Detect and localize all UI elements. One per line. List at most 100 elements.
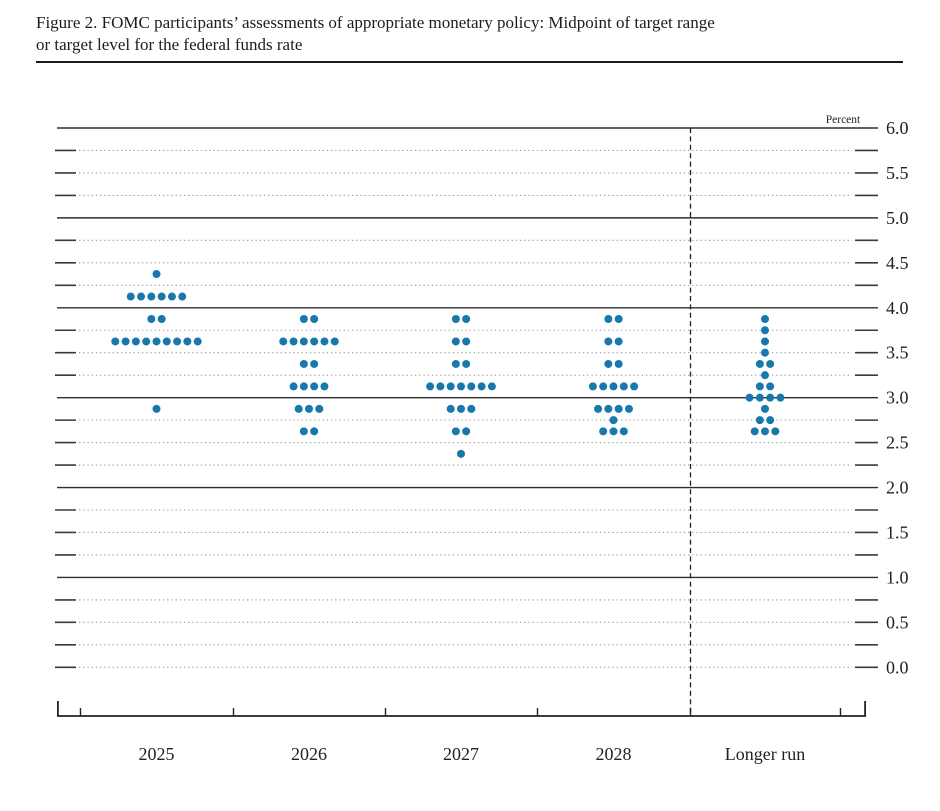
y-axis-label: 4.0 [886,298,909,318]
participant-dot [310,359,319,368]
participant-dot [487,382,496,391]
participant-dot [609,416,618,425]
y-axis-label: 0.5 [886,612,909,632]
y-axis-label: 4.5 [886,253,909,273]
participant-dot [157,315,166,324]
participant-dot [446,404,455,413]
participant-dot [457,382,465,391]
participant-dot [462,427,471,436]
participant-dot [451,315,460,324]
y-axis-label: 1.0 [886,567,909,587]
x-axis-category-label: 2026 [291,744,327,764]
participant-dot [147,315,156,324]
participant-dot [766,359,775,368]
participant-dot [755,416,764,425]
y-axis-label: 3.0 [886,388,909,408]
participant-dot [299,382,308,391]
participant-dot [457,449,465,458]
participant-dot [451,427,460,436]
participant-dot [111,337,120,346]
y-axis-label: 5.0 [886,208,909,228]
title-divider-rule [36,61,903,63]
figure-title: Figure 2. FOMC participants’ assessments… [36,12,904,56]
participant-dot [619,427,628,436]
participant-dot [467,382,476,391]
participant-dot [467,404,476,413]
participant-dot [152,337,161,346]
participant-dot [604,404,613,413]
participant-dot [761,348,769,357]
participant-dot [183,337,192,346]
participant-dot [152,404,161,413]
participant-dot [193,337,202,346]
participant-dot [755,393,764,402]
participant-dot [426,382,435,391]
x-axis-category-label: 2025 [139,744,175,764]
participant-dot [457,404,465,413]
participant-dot [761,337,769,346]
participant-dot [776,393,785,402]
participant-dot [745,393,754,402]
participant-dot [310,427,319,436]
participant-dot [147,292,156,301]
participant-dot [755,382,764,391]
y-axis-unit-label: Percent [826,114,861,126]
participant-dot [462,315,471,324]
participant-dot [330,337,339,346]
participant-dot [299,337,308,346]
participant-dot [630,382,639,391]
y-axis-label: 3.5 [886,343,909,363]
participant-dot [305,404,313,413]
participant-dot [142,337,151,346]
x-axis-category-label: 2028 [596,744,632,764]
y-axis-label: 2.0 [886,478,909,498]
y-axis-label: 1.5 [886,522,909,542]
participant-dot [299,427,308,436]
participant-dot [289,337,298,346]
participant-dot [157,292,166,301]
participant-dot [614,404,623,413]
participant-dot [320,382,329,391]
participant-dot [477,382,486,391]
participant-dot [173,337,182,346]
participant-dot [594,404,603,413]
participant-dot [299,315,308,324]
participant-dot [604,359,613,368]
participant-dot [167,292,176,301]
participant-dot [614,337,623,346]
participant-dot [152,270,161,279]
x-axis-category-label: 2027 [443,744,479,764]
participant-dot [755,359,764,368]
participant-dot [766,416,775,425]
participant-dot [604,315,613,324]
participant-dot [310,315,319,324]
participant-dot [761,315,769,324]
y-axis-label: 2.5 [886,433,909,453]
participant-dot [624,404,633,413]
participant-dot [771,427,780,436]
participant-dot [766,393,775,402]
participant-dot [310,337,319,346]
participant-dot [289,382,298,391]
participant-dot [294,404,303,413]
participant-dot [604,337,613,346]
participant-dot [599,427,608,436]
participant-dot [162,337,171,346]
participant-dot [462,337,471,346]
y-axis-label: 0.0 [886,657,909,677]
participant-dot [750,427,759,436]
figure-title-line1: Figure 2. FOMC participants’ assessments… [36,13,715,32]
participant-dot [609,427,618,436]
participant-dot [588,382,597,391]
participant-dot [121,337,130,346]
participant-dot [462,359,471,368]
participant-dot [137,292,146,301]
participant-dot [614,359,623,368]
participant-dot [451,359,460,368]
participant-dot [178,292,187,301]
y-axis-label: 6.0 [886,118,909,138]
participant-dot [619,382,628,391]
participant-dot [131,337,140,346]
participant-dot [451,337,460,346]
